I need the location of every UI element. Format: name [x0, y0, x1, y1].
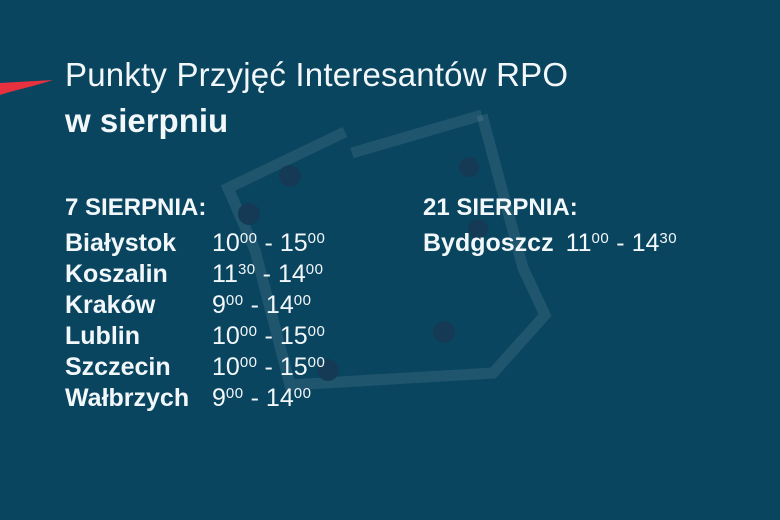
- schedule-row: Szczecin 1000-1500: [65, 353, 325, 384]
- map-city-dots: [238, 157, 488, 381]
- time-range: 1130-1400: [212, 260, 324, 288]
- city-name: Koszalin: [65, 260, 168, 288]
- time-range: 900-1400: [212, 291, 312, 319]
- schedule-row: Bydgoszcz 1100-1430: [423, 229, 677, 260]
- time-range: 1000-1500: [212, 353, 326, 381]
- city-name: Bydgoszcz: [423, 229, 554, 257]
- map-border-north: [350, 109, 484, 159]
- page-title: Punkty Przyjęć Interesantów RPO: [65, 56, 569, 93]
- map-city-dot: [468, 219, 488, 239]
- time-range: 1000-1500: [212, 229, 326, 257]
- section-heading: 21 SIERPNIA:: [423, 194, 578, 221]
- map-border-main: [220, 113, 552, 391]
- red-arrow-icon: [0, 80, 53, 95]
- schedule-august-21: 21 SIERPNIA: Bydgoszcz 1100-1430: [423, 196, 677, 260]
- map-city-dot: [317, 359, 339, 381]
- time-range: 1000-1500: [212, 322, 326, 350]
- page-subtitle: w sierpniu: [65, 101, 229, 139]
- section-heading: 7 SIERPNIA:: [65, 194, 207, 221]
- map-city-dot: [459, 157, 479, 177]
- city-name: Lublin: [65, 322, 140, 350]
- header: Punkty Przyjęć Interesantów RPO w sierpn…: [65, 56, 569, 139]
- city-name: Szczecin: [65, 353, 171, 381]
- time-range: 1100-1430: [565, 229, 678, 257]
- schedule-august-7: 7 SIERPNIA: Białystok 1000-1500 Koszalin…: [65, 196, 325, 415]
- map-city-dot: [433, 321, 455, 343]
- schedule-row: Wałbrzych 900-1400: [65, 384, 325, 415]
- schedule-row: Kraków 900-1400: [65, 291, 325, 322]
- schedule-row: Białystok 1000-1500: [65, 229, 325, 260]
- schedule-row: Lublin 1000-1500: [65, 322, 325, 353]
- time-range: 900-1400: [212, 384, 312, 412]
- city-name: Kraków: [65, 291, 156, 319]
- city-name: Białystok: [65, 229, 177, 257]
- map-city-dot: [279, 165, 301, 187]
- city-name: Wałbrzych: [65, 384, 190, 412]
- map-city-dot: [238, 203, 260, 225]
- schedule-row: Koszalin 1130-1400: [65, 260, 325, 291]
